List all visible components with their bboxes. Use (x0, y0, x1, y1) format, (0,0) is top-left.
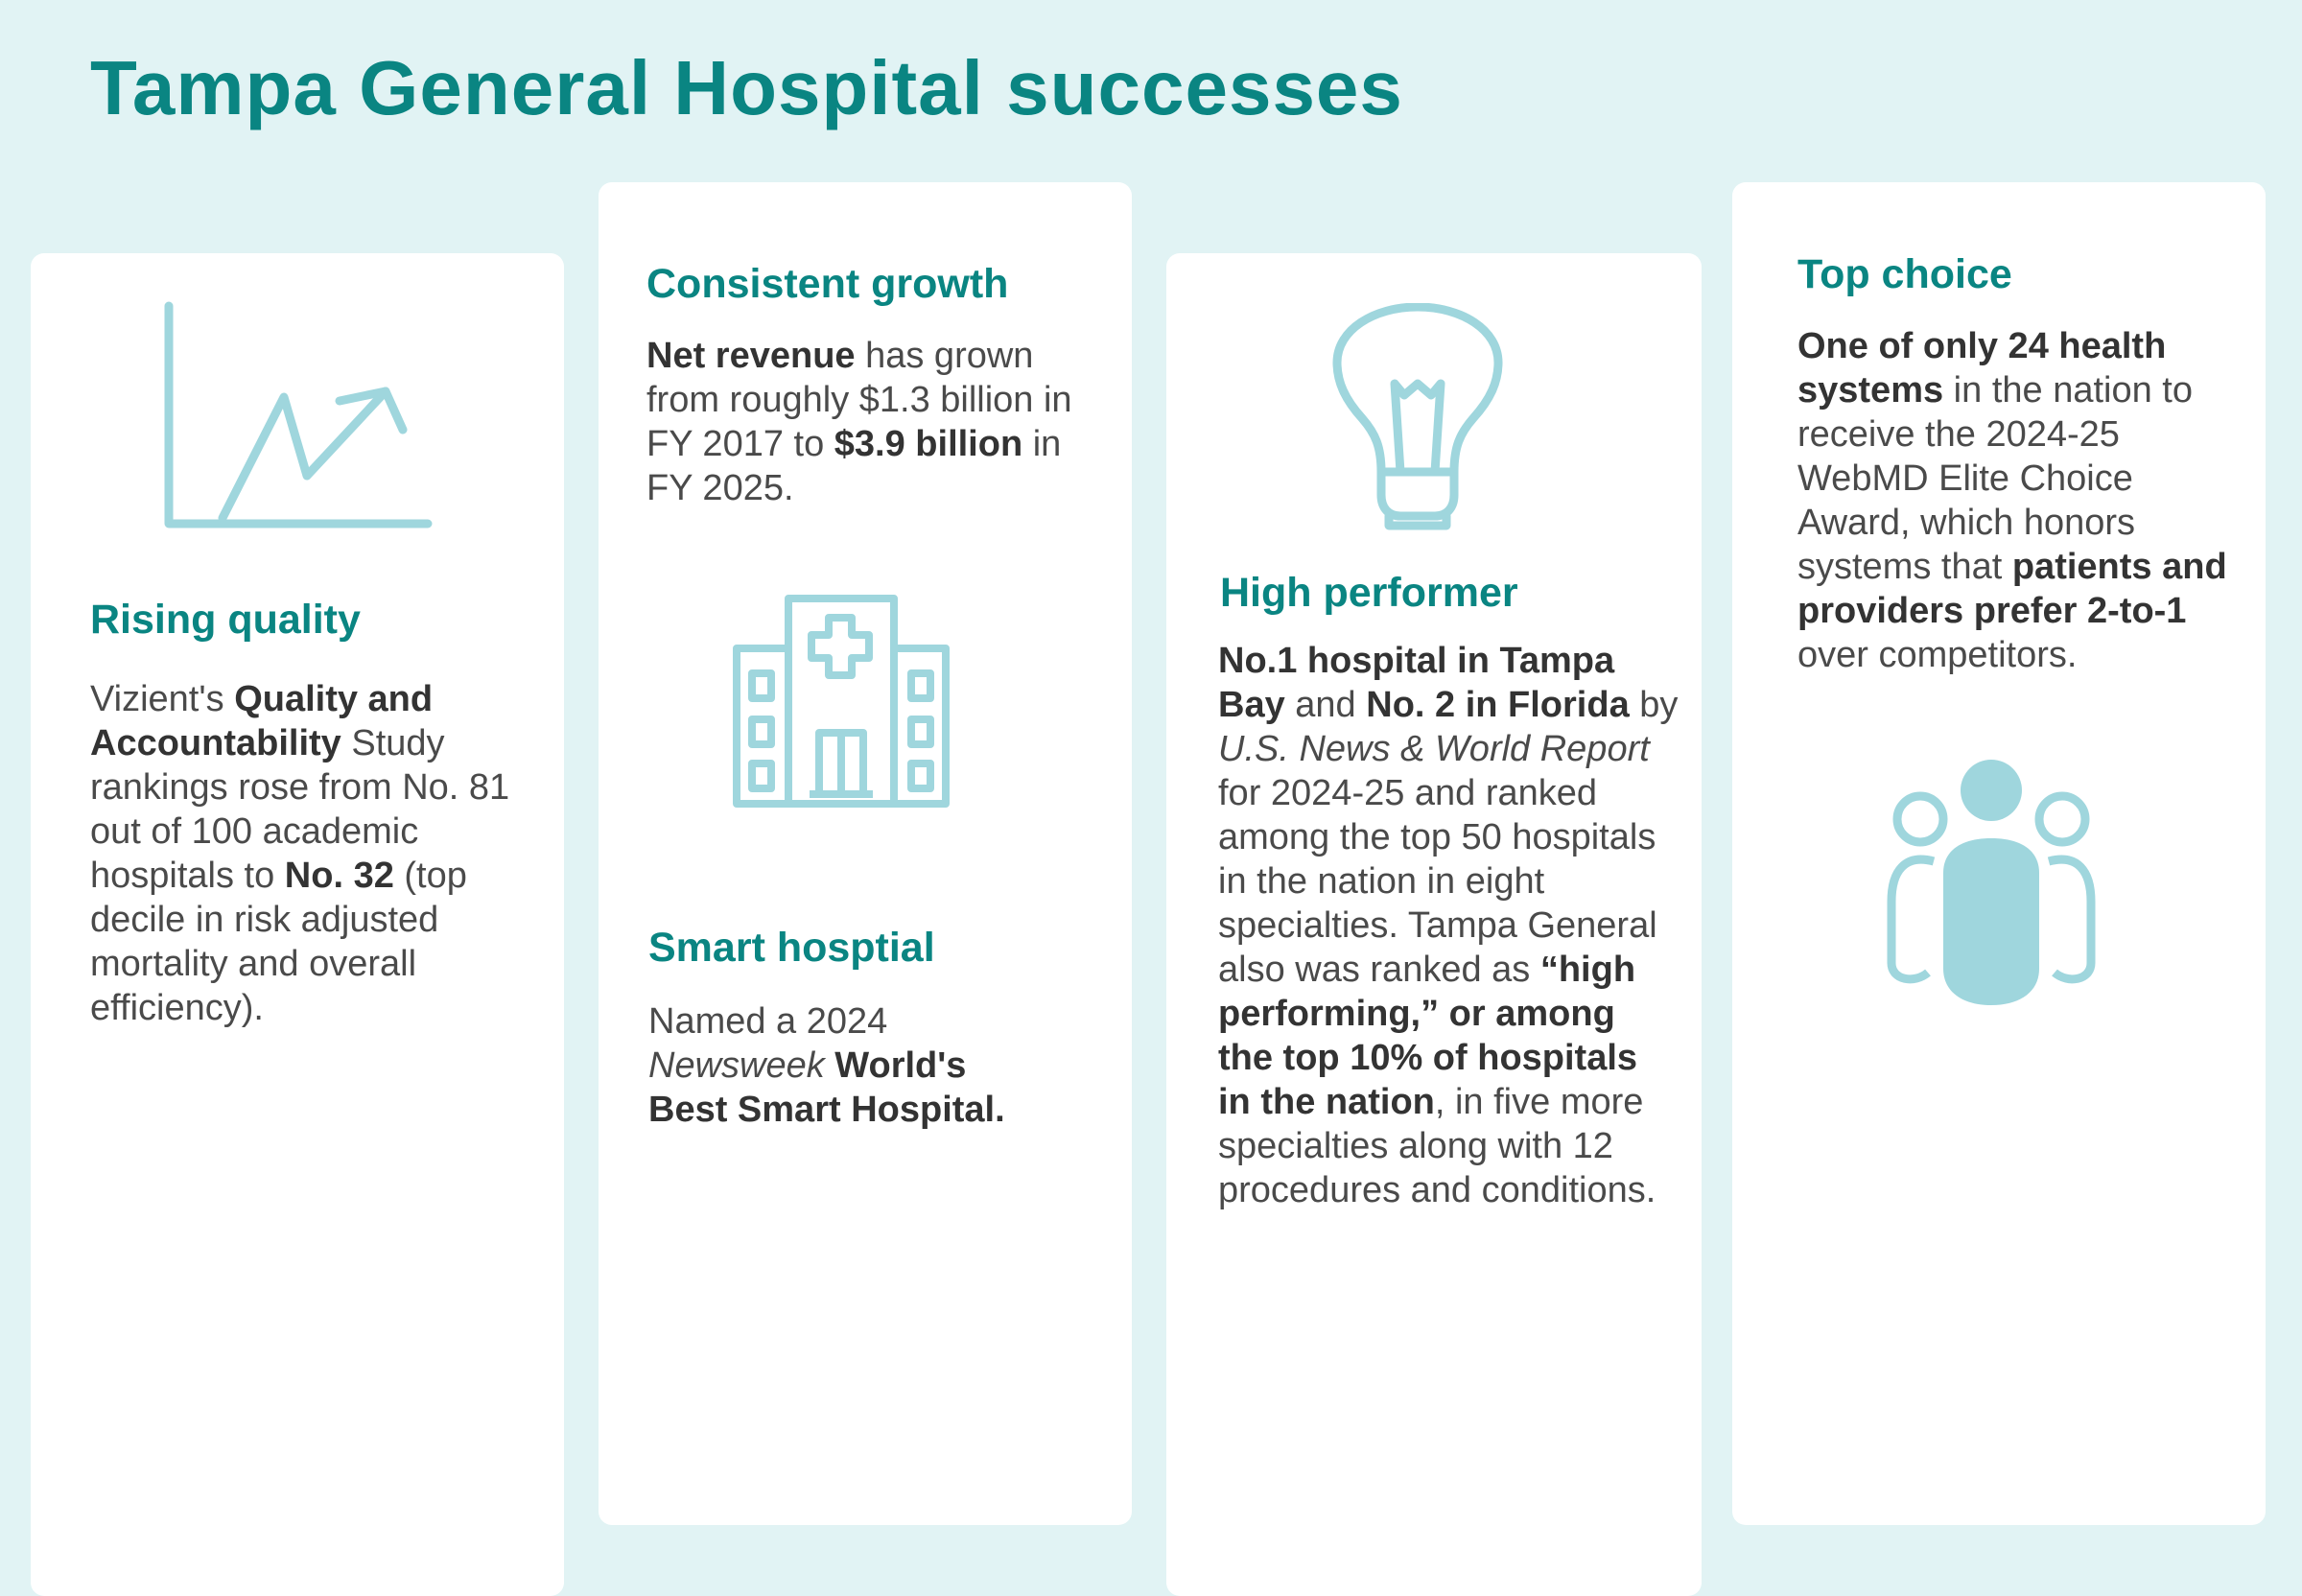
page-title: Tampa General Hospital successes (90, 45, 1403, 130)
card-high-performer: High performer No.1 hospital in Tampa Ba… (1166, 253, 1702, 1596)
text-run: and (1284, 685, 1367, 725)
text-run: Vizient's (90, 679, 235, 719)
text-run: Study rankings rose from No. 81 out of 1… (90, 723, 510, 896)
emphasis-text: Net revenue (646, 336, 856, 376)
card-consistent-growth: Consistent growth Net revenue has grown … (599, 182, 1132, 1525)
card-heading: High performer (1220, 570, 1518, 616)
card-heading: Consistent growth (646, 261, 1009, 307)
emphasis-text: No. 32 (284, 856, 394, 896)
card-body-2: Named a 2024 Newsweek World's Best Smart… (648, 999, 1051, 1132)
emphasis-text: $3.9 billion (834, 424, 1023, 464)
emphasis-text: No. 2 in Florida (1366, 685, 1630, 725)
text-run: , in five more specialties along with 12… (1218, 1082, 1656, 1210)
group-of-people-icon (1886, 758, 2097, 1007)
text-run: (top decile in risk adjusted mortality a… (90, 856, 467, 1028)
text-run: for 2024-25 and ranked among the top 50 … (1218, 773, 1657, 990)
card-body: Vizient's Quality and Accountability Stu… (90, 677, 522, 1030)
emphasis-text: World's Best Smart Hospital. (648, 1045, 1005, 1130)
text-run: Named a 2024 (648, 1001, 888, 1042)
trending-chart-icon (161, 301, 439, 541)
lightbulb-icon (1331, 303, 1514, 539)
card-body: Net revenue has grown from roughly $1.3 … (646, 334, 1097, 510)
emphasis-text: “high performing,” or among the top 10% … (1218, 950, 1638, 1122)
card-rising-quality: Rising quality Vizient's Quality and Acc… (31, 253, 564, 1596)
italic-text: Newsweek (648, 1045, 825, 1086)
text-run: has grown from roughly $1.3 billion in F… (646, 336, 1072, 464)
card-heading: Top choice (1797, 251, 2012, 297)
text-run: over competitors. (1797, 635, 2078, 675)
text-run: in FY 2025. (646, 424, 1062, 508)
text-run: by (1629, 685, 1679, 725)
emphasis-text: patients and providers prefer 2-to-1 (1797, 547, 2227, 631)
card-heading-2: Smart hosptial (648, 925, 935, 971)
emphasis-text: No.1 hospital in Tampa Bay (1218, 641, 1615, 725)
italic-text: U.S. News & World Report (1218, 729, 1650, 769)
emphasis-text: Quality and Accountability (90, 679, 434, 763)
text-run: in the nation to receive the 2024-25 Web… (1797, 370, 2193, 587)
card-body: No.1 hospital in Tampa Bay and No. 2 in … (1218, 639, 1679, 1212)
emphasis-text: One of only 24 health systems (1797, 326, 2167, 411)
hospital-building-icon (729, 591, 959, 821)
card-top-choice: Top choice One of only 24 health systems… (1732, 182, 2266, 1525)
text-run (825, 1045, 835, 1086)
card-body: One of only 24 health systems in the nat… (1797, 324, 2248, 677)
card-heading: Rising quality (90, 597, 361, 643)
